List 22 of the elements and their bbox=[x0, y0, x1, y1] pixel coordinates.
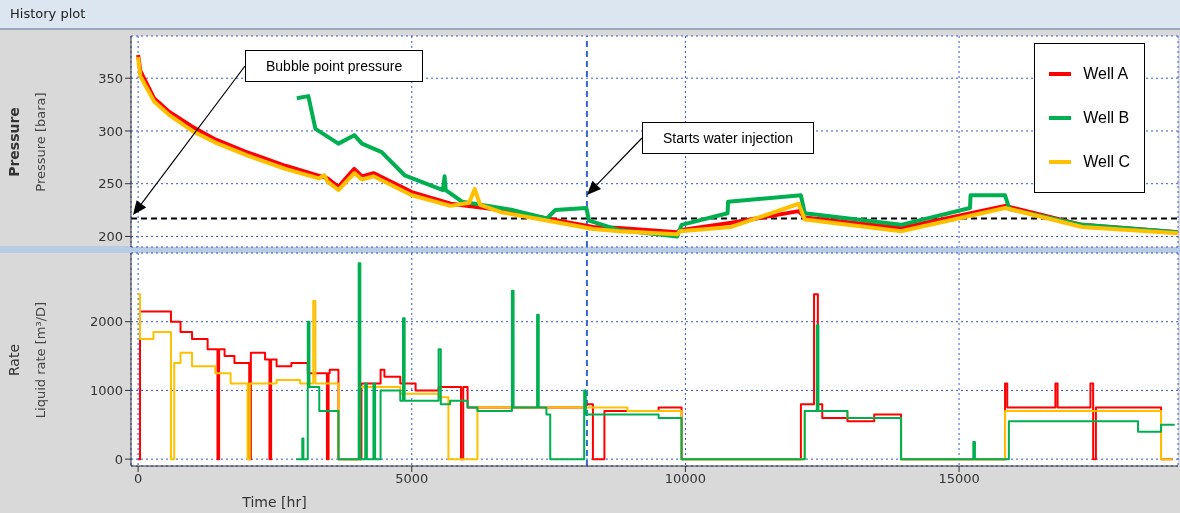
legend-label: Well A bbox=[1083, 65, 1129, 83]
y-tick-label: 200 bbox=[98, 229, 123, 245]
legend-label: Well B bbox=[1083, 109, 1130, 127]
x-axis-title: Time [hr] bbox=[241, 494, 307, 510]
y-axis-title: Pressure [bara] bbox=[32, 91, 48, 192]
callout-box: Starts water injection bbox=[642, 122, 814, 154]
text: Pressure bbox=[6, 106, 22, 177]
y-axis-title: Liquid rate [m³/D] bbox=[32, 301, 48, 418]
x-tick-label: 10000 bbox=[664, 471, 707, 487]
callout-box: Bubble point pressure bbox=[245, 50, 424, 82]
y-tick-label: 1000 bbox=[89, 383, 123, 399]
y-tick-label: 2000 bbox=[89, 314, 123, 330]
legend-label: Well C bbox=[1083, 153, 1130, 171]
x-tick-label: 0 bbox=[133, 471, 143, 487]
x-tick-label: 15000 bbox=[938, 471, 980, 487]
y-tick-label: 350 bbox=[98, 70, 123, 86]
x-tick-label: 5000 bbox=[395, 471, 429, 487]
y-tick-label: 250 bbox=[98, 176, 123, 192]
y-tick-label: 0 bbox=[114, 451, 123, 467]
y-tick-label: 300 bbox=[98, 123, 123, 139]
text: Rate bbox=[6, 343, 22, 376]
chart-title: History plot bbox=[10, 6, 86, 21]
